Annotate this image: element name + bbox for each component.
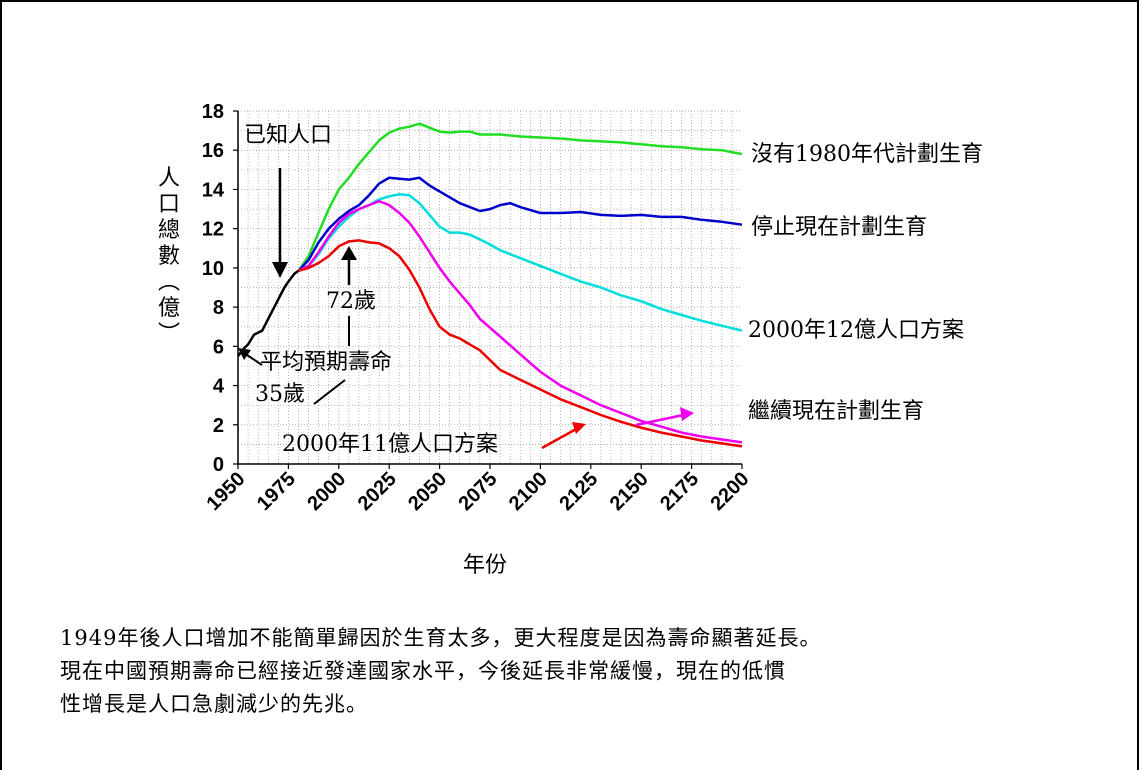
series-line-3: [297, 193, 743, 332]
y-tick-label: 0: [213, 454, 224, 476]
label-continue-planning: 繼續現在計劃生育: [748, 399, 924, 424]
caption: 1949年後人口增加不能簡單歸因於生育太多，更大程度是因為壽命顯著延長。 現在中…: [60, 622, 1120, 721]
label-no-1980-planning: 沒有1980年代計劃生育: [751, 142, 983, 167]
x-tick-label: 2050: [404, 468, 451, 515]
y-tick-label: 12: [202, 219, 224, 241]
label-stop-planning: 停止現在計劃生育: [751, 215, 927, 240]
y-tick-label: 10: [202, 258, 224, 280]
y-tick-label: 6: [213, 336, 224, 358]
y-tick-label: 8: [213, 297, 224, 319]
x-tick-label: 2000: [303, 468, 350, 515]
y-tick-label: 2: [213, 415, 224, 437]
annotation-72: 72歲: [326, 289, 376, 314]
chart-series-lines: [237, 122, 743, 448]
x-tick-label: 1975: [253, 468, 300, 515]
x-tick-label: 2200: [707, 468, 754, 515]
label-1-2-billion-plan: 2000年12億人口方案: [748, 318, 964, 343]
x-tick-label: 2075: [455, 468, 502, 515]
y-tick-label: 14: [202, 179, 225, 201]
x-tick-label: 2025: [354, 468, 401, 515]
arrow-35-head: [238, 348, 251, 360]
y-tick-label: 18: [202, 101, 224, 123]
arrow-continue-head: [680, 407, 694, 421]
x-tick-label: 1950: [203, 468, 250, 515]
series-line-5: [298, 239, 743, 448]
arrow-11-shaft: [541, 426, 579, 450]
series-line-4: [297, 199, 743, 444]
arrow-72-head: [341, 246, 357, 260]
caption-line-1: 1949年後人口增加不能簡單歸因於生育太多，更大程度是因為壽命顯著延長。: [60, 626, 822, 650]
caption-line-2: 現在中國預期壽命已經接近發達國家水平，今後延長非常緩慢，現在的低慣: [60, 659, 786, 683]
y-tick-label: 4: [213, 376, 225, 398]
y-tick-label: 16: [202, 140, 224, 162]
x-tick-label: 2150: [606, 468, 653, 515]
series-line-0: [237, 269, 300, 357]
caption-line-3: 性增長是人口急劇減少的先兆。: [60, 692, 368, 716]
series-line-1: [297, 122, 743, 272]
x-axis-label: 年份: [463, 553, 507, 578]
y-axis-label: 人口總數︵億︶: [158, 166, 180, 347]
x-tick-label: 2175: [656, 468, 703, 515]
label-1-1-billion-plan: 2000年11億人口方案: [282, 432, 498, 457]
arrow-continue-shaft: [635, 412, 689, 427]
series-labels: 沒有1980年代計劃生育 停止現在計劃生育 2000年12億人口方案 繼續現在計…: [282, 142, 983, 457]
series-line-2: [297, 176, 743, 272]
x-tick-label: 2100: [505, 468, 552, 515]
chart-grid: [238, 110, 742, 464]
arrow-11-head: [572, 422, 586, 434]
chart-annotations: 已知人口 72歲 平均預期壽命 35歲: [238, 123, 694, 450]
arrow-known-population-head: [272, 262, 288, 278]
annotation-known-population: 已知人口: [244, 123, 332, 148]
line-35-up: [313, 379, 346, 405]
annotation-35: 35歲: [255, 382, 305, 407]
annotation-avg-life-expectancy: 平均預期壽命: [260, 350, 392, 375]
x-tick-label: 2125: [555, 468, 602, 515]
